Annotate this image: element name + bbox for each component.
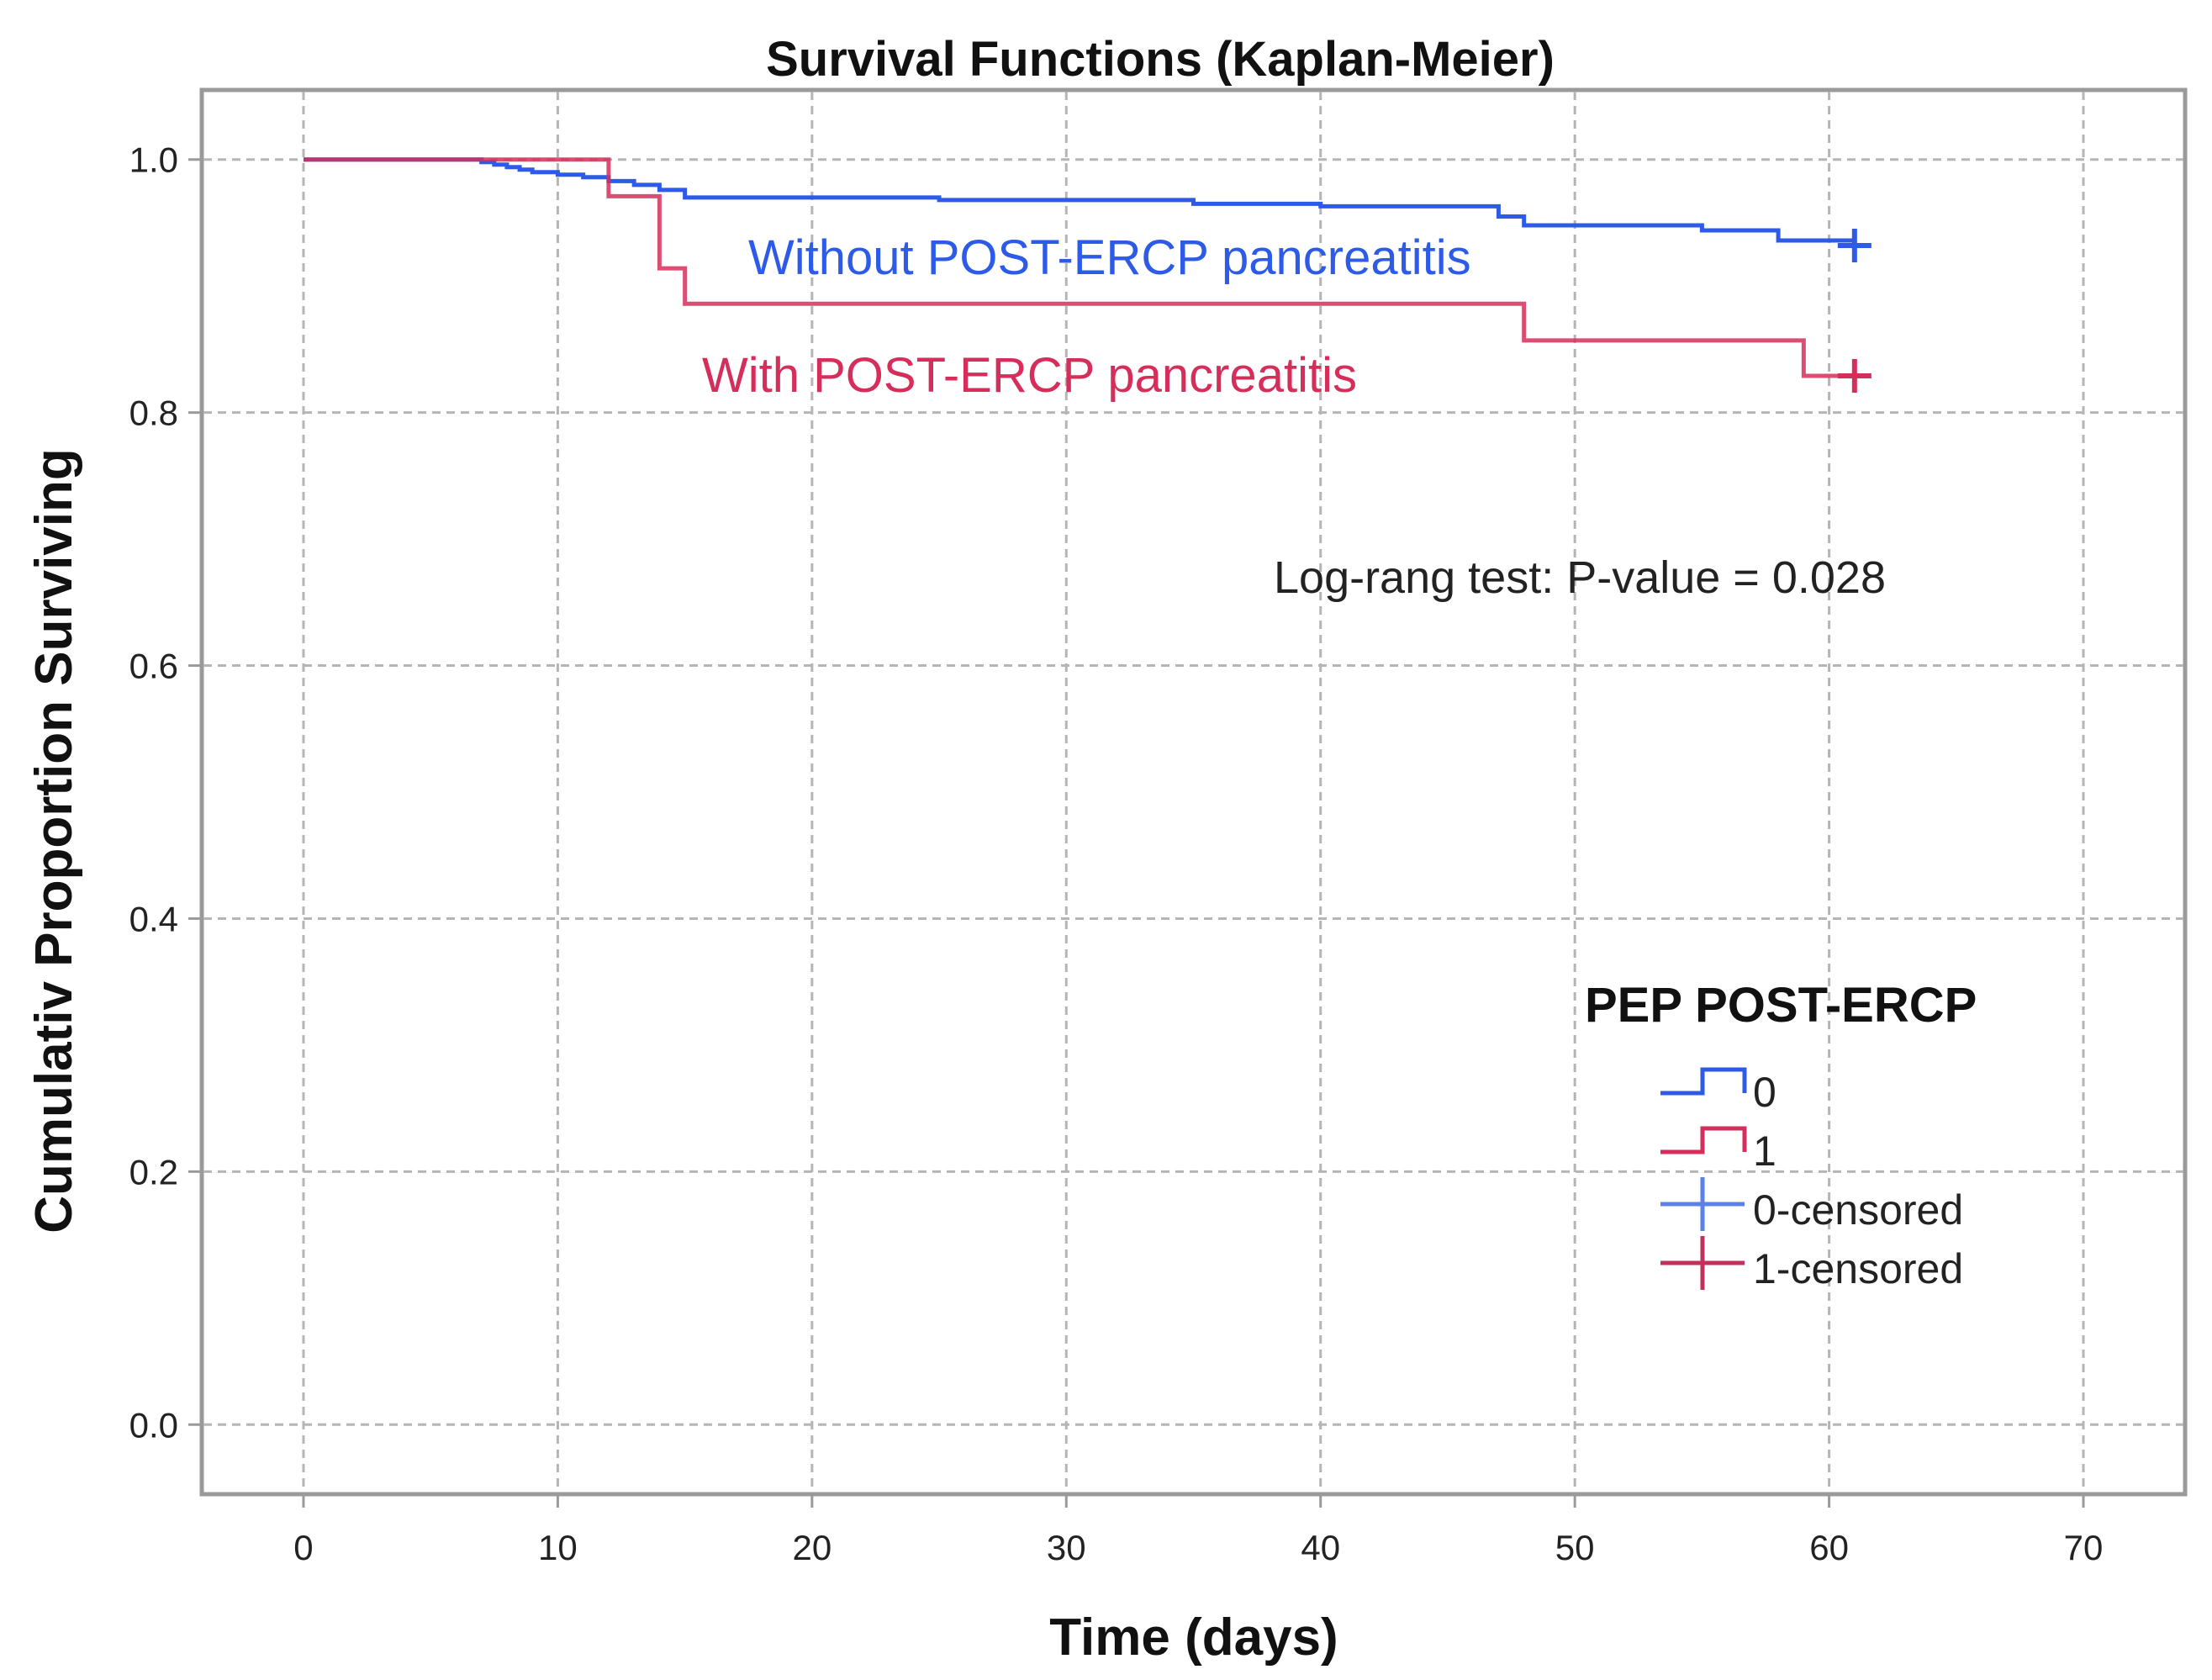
x-tick-label: 40 [1301,1528,1340,1567]
x-tick-label: 20 [792,1528,831,1567]
y-tick-label: 0.2 [129,1152,178,1191]
annotation-with-pep: With POST-ERCP pancreatitis [702,348,1357,403]
y-axis-title: Cumulativ Proportion Surviving [25,448,83,1234]
x-tick-label: 50 [1555,1528,1595,1567]
y-tick-label: 1.0 [129,140,178,180]
x-tick-label: 70 [2064,1528,2104,1567]
y-tick-label: 0.0 [129,1405,178,1445]
y-axis-ticks: 0.0 0.2 0.4 0.6 0.8 1.0 [129,140,202,1445]
legend-label-1-censored: 1-censored [1753,1245,1963,1292]
x-tick-label: 0 [293,1528,313,1567]
censor-marks [1837,229,1871,394]
series-line-1 [303,157,1855,378]
legend-swatch-0 [1660,1067,1747,1096]
annotation-log-rank: Log-rang test: P-value = 0.028 [1274,552,1886,603]
chart-title: Survival Functions (Kaplan-Meier) [766,32,1555,87]
y-tick-label: 0.4 [129,899,178,938]
x-axis-ticks: 0 10 20 30 40 50 60 70 [293,1494,2103,1567]
legend-label-0: 0 [1753,1069,1776,1116]
legend: PEP POST-ERCP 0 1 0-censored 1-censored [1585,978,1977,1292]
legend-label-0-censored: 0-censored [1753,1186,1963,1234]
grid-lines [203,92,2183,1492]
series-lines [303,157,1857,378]
series-line-0 [303,157,1857,246]
plot-area [199,87,2188,1497]
x-tick-label: 30 [1047,1528,1086,1567]
y-tick-label: 0.8 [129,394,178,433]
x-tick-label: 60 [1809,1528,1849,1567]
legend-swatch-1 [1660,1126,1747,1154]
annotation-without-pep: Without POST-ERCP pancreatitis [748,230,1471,285]
x-axis-title: Time (days) [1049,1609,1338,1667]
x-tick-label: 10 [538,1528,578,1567]
legend-label-1: 1 [1753,1128,1776,1175]
legend-title: PEP POST-ERCP [1585,978,1977,1033]
y-tick-label: 0.6 [129,647,178,686]
